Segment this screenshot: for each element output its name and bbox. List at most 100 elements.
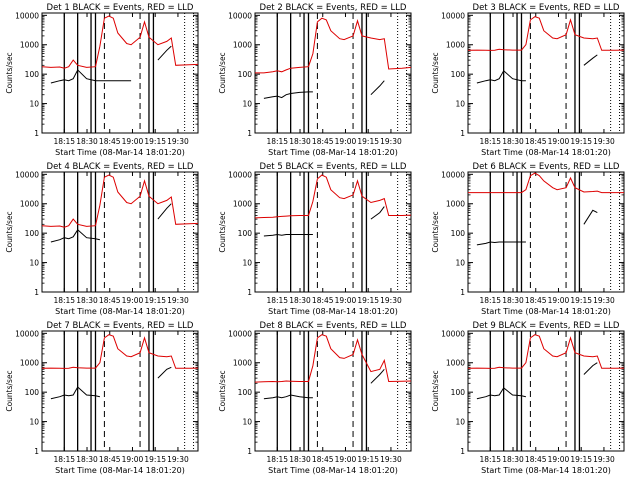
y-tick-label: 10 [29, 418, 39, 427]
y-tick-label: 1 [34, 447, 39, 456]
x-axis-label: Start Time (08-Mar-14 18:01:20) [55, 148, 185, 157]
y-tick-label: 10 [242, 100, 252, 109]
y-tick-label: 10000 [228, 11, 252, 20]
x-axis-label: Start Time (08-Mar-14 18:01:20) [481, 466, 611, 475]
x-tick-label: 19:15 [357, 455, 379, 464]
events-series-line [476, 70, 526, 84]
plot-frame [467, 330, 625, 452]
x-tick-label: 19:30 [593, 137, 615, 146]
y-axis-label: Counts/sec [431, 370, 440, 411]
x-axis-label: Start Time (08-Mar-14 18:01:20) [268, 148, 398, 157]
x-tick-label: 18:45 [525, 296, 547, 305]
lld-series-line [254, 174, 412, 219]
y-tick-label: 1 [247, 447, 252, 456]
events-series-line [263, 233, 313, 237]
y-axis-label: Counts/sec [431, 52, 440, 93]
y-axis-label: Counts/sec [5, 370, 14, 411]
panel-det-9: Det 9 BLACK = Events, RED = LLD Counts/se… [431, 321, 625, 475]
panel-det-3: Det 3 BLACK = Events, RED = LLD Counts/se… [431, 3, 625, 157]
y-axis-label: Counts/sec [218, 370, 227, 411]
events-series-line [50, 69, 132, 84]
x-axis-label: Start Time (08-Mar-14 18:01:20) [268, 307, 398, 316]
y-tick-label: 1000 [20, 200, 39, 209]
x-tick-label: 19:00 [122, 455, 144, 464]
x-axis-label: Start Time (08-Mar-14 18:01:20) [55, 307, 185, 316]
x-tick-label: 19:15 [570, 137, 592, 146]
events-series-line [583, 362, 598, 375]
x-tick-label: 18:45 [312, 137, 334, 146]
events-series-line [157, 203, 172, 220]
y-tick-label: 10 [455, 418, 465, 427]
y-tick-label: 100 [25, 70, 40, 79]
x-tick-label: 19:00 [548, 296, 570, 305]
panel-title: Det 2 BLACK = Events, RED = LLD [260, 3, 407, 13]
x-tick-label: 18:30 [289, 296, 311, 305]
y-tick-label: 1 [247, 288, 252, 297]
x-tick-label: 19:00 [548, 137, 570, 146]
panel-title: Det 6 BLACK = Events, RED = LLD [473, 162, 620, 172]
x-tick-label: 19:15 [570, 455, 592, 464]
y-tick-label: 10000 [15, 11, 39, 20]
x-tick-label: 19:30 [167, 296, 189, 305]
x-axis-label: Start Time (08-Mar-14 18:01:20) [481, 148, 611, 157]
x-tick-label: 19:30 [380, 455, 402, 464]
y-tick-label: 1000 [446, 41, 465, 50]
y-axis-label: Counts/sec [431, 211, 440, 252]
events-series-line [370, 368, 385, 384]
panel-det-7: Det 7 BLACK = Events, RED = LLD Counts/se… [5, 321, 199, 475]
x-tick-label: 19:30 [167, 455, 189, 464]
x-tick-label: 18:30 [502, 455, 524, 464]
x-axis-label: Start Time (08-Mar-14 18:01:20) [55, 466, 185, 475]
y-tick-label: 100 [25, 388, 40, 397]
panel-title: Det 4 BLACK = Events, RED = LLD [47, 162, 194, 172]
events-series-line [50, 386, 101, 400]
lld-series-line [467, 16, 625, 51]
events-series-line [50, 229, 101, 243]
y-axis-label: Counts/sec [218, 52, 227, 93]
panel-det-4: Det 4 BLACK = Events, RED = LLD Counts/se… [5, 162, 199, 316]
x-tick-label: 19:00 [122, 137, 144, 146]
x-tick-label: 18:15 [266, 296, 288, 305]
y-axis-label: Counts/sec [5, 52, 14, 93]
panel-title: Det 1 BLACK = Events, RED = LLD [47, 3, 194, 13]
x-tick-label: 19:15 [144, 455, 166, 464]
x-tick-label: 19:15 [144, 137, 166, 146]
panel-det-2: Det 2 BLACK = Events, RED = LLD Counts/se… [218, 3, 412, 157]
y-tick-label: 10 [29, 100, 39, 109]
y-tick-label: 10000 [228, 329, 252, 338]
y-tick-label: 1000 [446, 200, 465, 209]
y-tick-label: 10000 [15, 170, 39, 179]
plot-frame [41, 12, 199, 134]
x-tick-label: 18:15 [479, 137, 501, 146]
lld-series-line [41, 174, 199, 228]
x-tick-label: 18:30 [76, 455, 98, 464]
y-tick-label: 10 [455, 259, 465, 268]
x-tick-label: 19:15 [570, 296, 592, 305]
x-tick-label: 18:45 [525, 455, 547, 464]
y-tick-label: 100 [238, 229, 253, 238]
y-tick-label: 1 [34, 129, 39, 138]
x-tick-label: 19:30 [380, 137, 402, 146]
y-tick-label: 10000 [441, 329, 465, 338]
y-tick-label: 1 [34, 288, 39, 297]
plot-frame [467, 12, 625, 134]
x-axis-label: Start Time (08-Mar-14 18:01:20) [268, 466, 398, 475]
plot-frame [254, 171, 412, 293]
lld-series-line [468, 172, 624, 194]
y-tick-label: 10 [455, 100, 465, 109]
y-tick-label: 10 [29, 259, 39, 268]
y-tick-label: 1000 [20, 41, 39, 50]
y-tick-label: 10000 [441, 11, 465, 20]
lld-series-line [467, 334, 625, 369]
x-tick-label: 19:00 [335, 455, 357, 464]
y-axis-label: Counts/sec [5, 211, 14, 252]
x-tick-label: 18:15 [479, 455, 501, 464]
plot-frame [254, 12, 412, 134]
y-tick-label: 10 [242, 259, 252, 268]
panel-title: Det 3 BLACK = Events, RED = LLD [473, 3, 620, 13]
events-series-line [157, 45, 172, 61]
lld-series-line [255, 17, 412, 74]
x-tick-label: 19:30 [167, 137, 189, 146]
y-tick-label: 100 [451, 388, 466, 397]
y-tick-label: 100 [238, 70, 253, 79]
